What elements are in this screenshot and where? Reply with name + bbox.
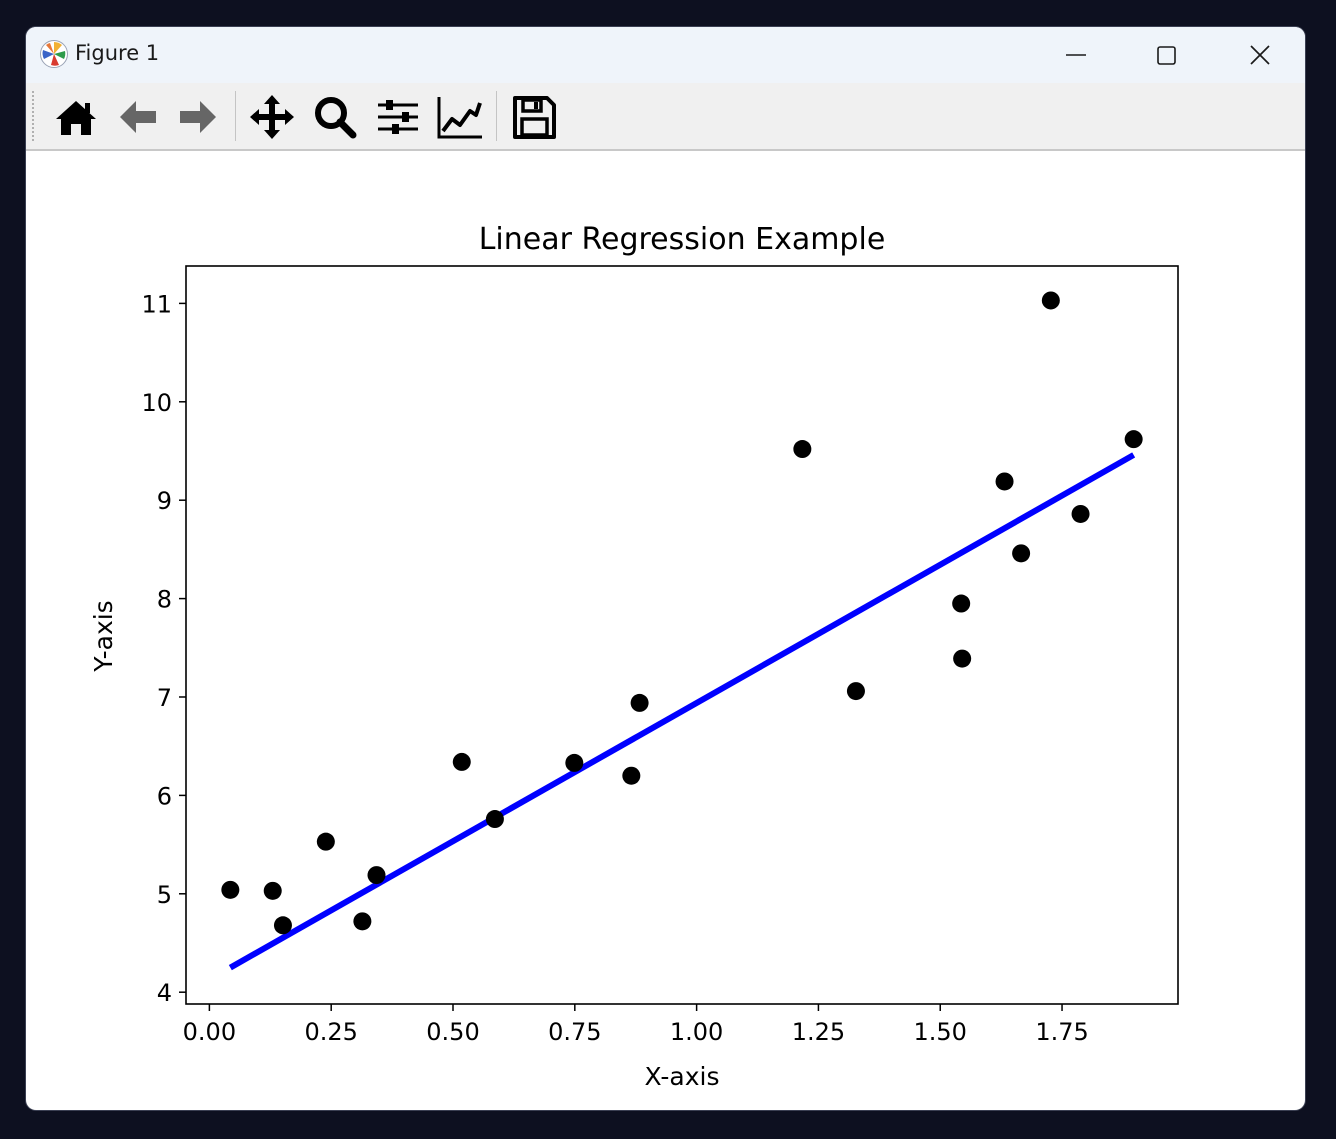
x-tick-label: 1.00 [670,1018,723,1046]
axes-edit-icon [437,97,482,139]
data-point [953,649,972,668]
data-point [221,880,240,899]
x-tick-label: 0.00 [183,1018,236,1046]
zoom-button[interactable] [311,93,359,141]
regression-line [228,452,1136,971]
data-point [316,832,335,851]
data-point [622,766,641,785]
data-point [846,682,865,701]
toolbar-separator [496,91,497,141]
data-point [485,810,504,829]
pan-move-icon [250,95,294,139]
y-tick-label: 11 [141,290,172,318]
x-tick-label: 0.25 [304,1018,357,1046]
figure-window: Figure 1 [26,27,1305,1110]
maximize-icon [1157,46,1176,65]
data-point [1124,430,1143,449]
x-tick-label: 1.50 [914,1018,967,1046]
toolbar-grip[interactable] [32,91,38,141]
close-icon [1250,45,1270,65]
data-point [630,693,649,712]
subplots-button[interactable] [374,93,422,141]
minimize-button[interactable] [1031,27,1121,83]
data-point [273,916,292,935]
title-bar[interactable]: Figure 1 [26,27,1305,83]
window-title: Figure 1 [75,41,160,65]
data-point [995,472,1014,491]
zoom-magnifier-icon [315,97,357,139]
navigation-toolbar [26,83,1305,151]
data-point [452,752,471,771]
y-tick-label: 6 [157,782,172,810]
customize-button[interactable] [436,93,484,141]
data-point [1041,291,1060,310]
back-arrow-icon [120,101,156,133]
forward-arrow-icon [180,101,216,133]
data-point [1071,504,1090,523]
x-axis-label: X-axis [645,1062,720,1091]
figure-canvas[interactable]: Linear Regression Example X-axis Y-axis … [26,27,1305,1110]
data-point [367,866,386,885]
back-button[interactable] [114,93,162,141]
data-point [793,440,812,459]
y-axis-label: Y-axis [89,600,118,672]
pan-button[interactable] [248,93,296,141]
y-tick-label: 10 [141,389,172,417]
x-tick-label: 0.75 [548,1018,601,1046]
y-tick-label: 8 [157,586,172,614]
close-button[interactable] [1215,27,1305,83]
home-icon [56,101,96,135]
data-point [353,912,372,931]
y-tick-label: 4 [157,979,172,1007]
y-tick-label: 9 [157,487,172,515]
x-tick-label: 0.50 [426,1018,479,1046]
y-tick-label: 5 [157,881,172,909]
data-point [1012,544,1031,563]
data-point [952,594,971,613]
matplotlib-logo-icon [40,40,68,68]
maximize-button[interactable] [1121,27,1211,83]
x-tick-label: 1.25 [792,1018,845,1046]
y-tick-label: 7 [157,684,172,712]
save-floppy-icon [513,96,556,139]
minimize-icon [1066,54,1086,56]
data-point [263,881,282,900]
forward-button[interactable] [174,93,222,141]
data-point [565,753,584,772]
x-tick-label: 1.75 [1035,1018,1088,1046]
chart-title: Linear Regression Example [479,222,886,257]
subplots-sliders-icon [378,100,418,134]
home-button[interactable] [52,93,100,141]
save-button[interactable] [510,93,558,141]
axes-frame [185,265,1179,1005]
toolbar-separator [235,91,236,141]
